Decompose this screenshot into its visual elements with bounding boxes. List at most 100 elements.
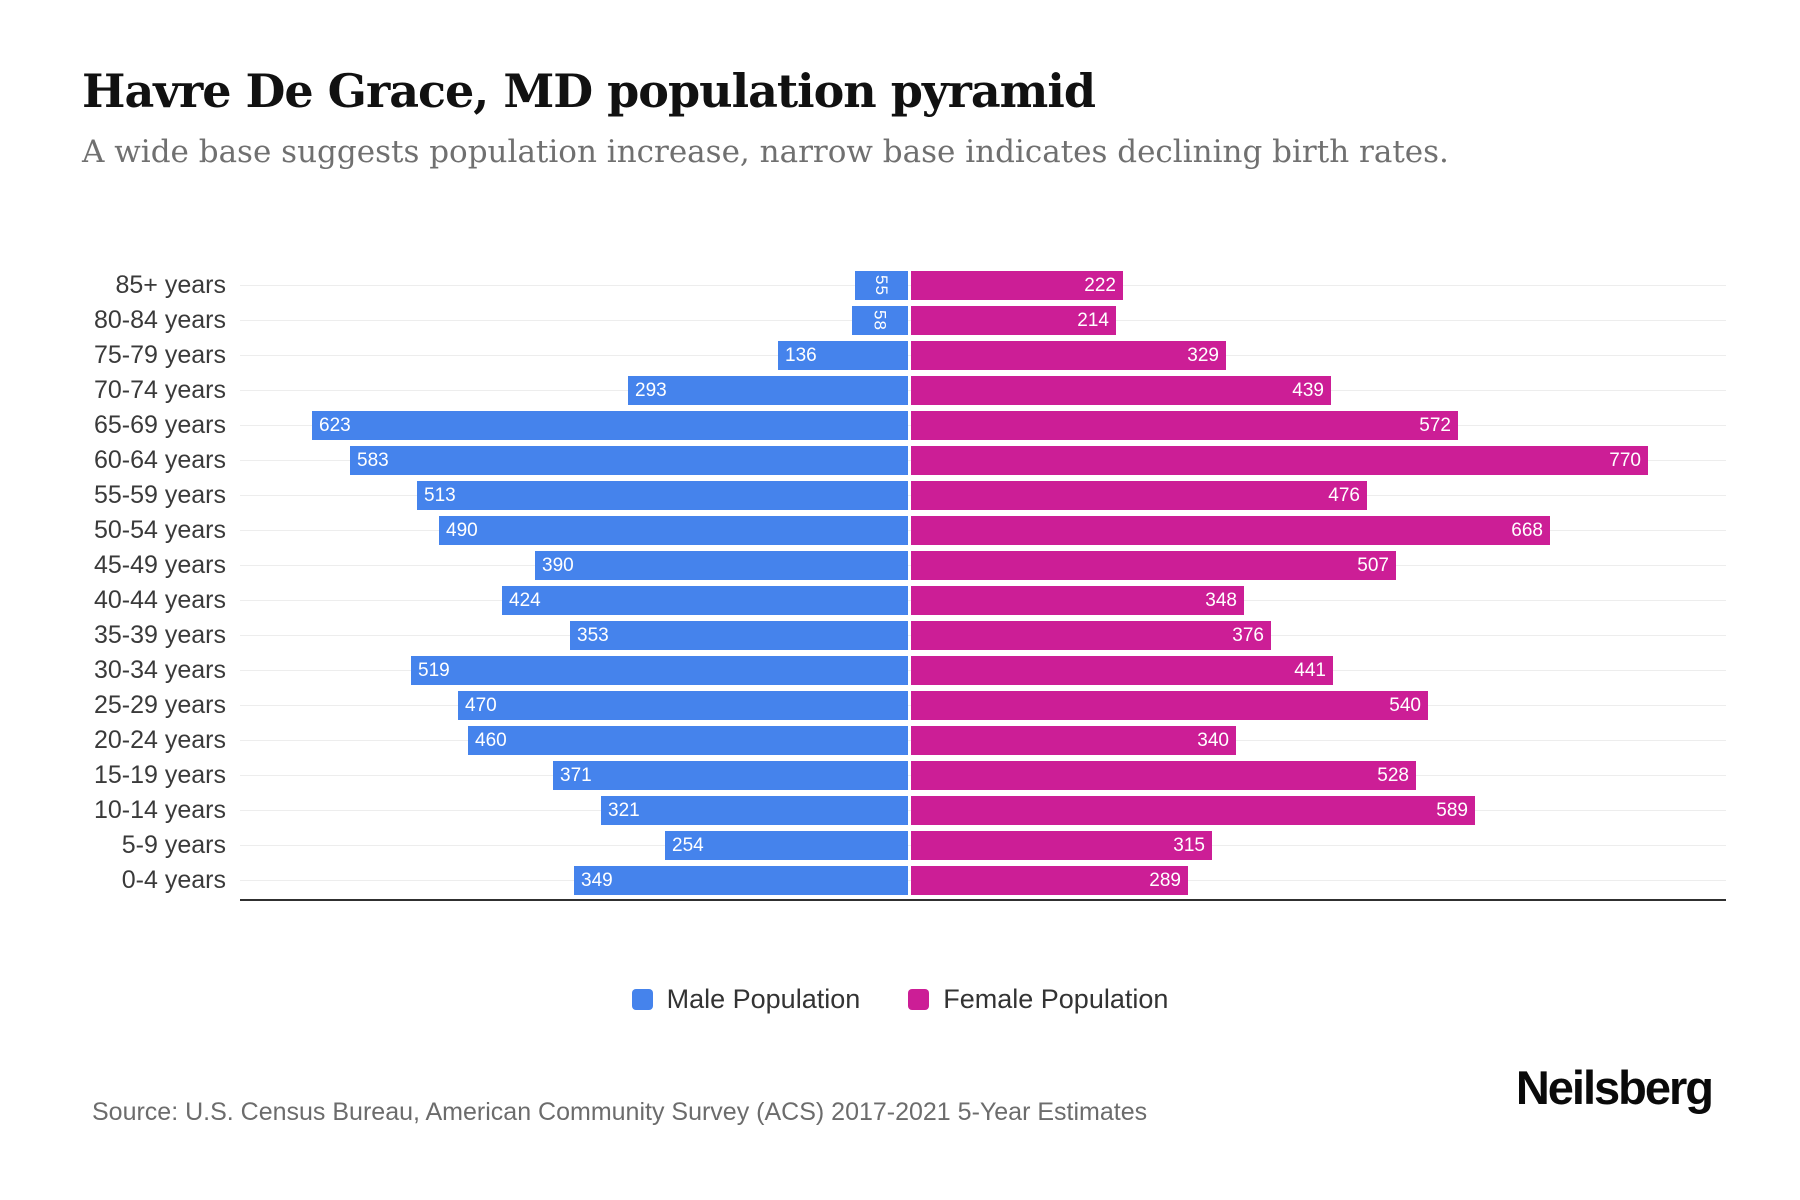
plot-area: 390 507 (240, 548, 1726, 583)
female-bar-value: 315 (1173, 835, 1205, 856)
male-bar-value: 321 (608, 800, 640, 821)
pyramid-row: 30-34 years 519 441 (0, 653, 1726, 688)
pyramid-row: 75-79 years 136 329 (0, 338, 1726, 373)
male-bar[interactable]: 490 (439, 516, 908, 545)
plot-area: 58 214 (240, 303, 1726, 338)
male-bar[interactable]: 371 (553, 761, 908, 790)
female-bar[interactable]: 540 (911, 691, 1428, 720)
male-bar-value: 293 (635, 380, 667, 401)
male-bar-value: 136 (785, 345, 817, 366)
category-label: 45-49 years (93, 551, 226, 579)
pyramid-row: 80-84 years 58 214 (0, 303, 1726, 338)
pyramid-row: 15-19 years 371 528 (0, 758, 1726, 793)
male-bar[interactable]: 460 (468, 726, 908, 755)
female-bar-value: 507 (1357, 555, 1389, 576)
female-bar-value: 476 (1328, 485, 1360, 506)
male-bar[interactable]: 623 (312, 411, 908, 440)
male-bar-value: 58 (870, 310, 890, 331)
pyramid-row: 40-44 years 424 348 (0, 583, 1726, 618)
female-bar-value: 540 (1389, 695, 1421, 716)
female-bar[interactable]: 329 (911, 341, 1226, 370)
male-bar[interactable]: 136 (778, 341, 908, 370)
female-bar[interactable]: 222 (911, 271, 1123, 300)
plot-area: 371 528 (240, 758, 1726, 793)
female-bar[interactable]: 289 (911, 866, 1188, 895)
male-bar[interactable]: 353 (570, 621, 908, 650)
female-bar-value: 289 (1149, 870, 1181, 891)
female-bar[interactable]: 476 (911, 481, 1367, 510)
female-bar[interactable]: 528 (911, 761, 1416, 790)
male-bar-value: 460 (475, 730, 507, 751)
category-label: 30-34 years (93, 656, 226, 684)
female-bar[interactable]: 214 (911, 306, 1116, 335)
female-bar[interactable]: 340 (911, 726, 1236, 755)
plot-area: 490 668 (240, 513, 1726, 548)
male-bar[interactable]: 513 (417, 481, 908, 510)
female-bar[interactable]: 589 (911, 796, 1475, 825)
male-bar[interactable]: 470 (458, 691, 908, 720)
male-bar-value: 519 (418, 660, 450, 681)
female-bar-value: 441 (1294, 660, 1326, 681)
pyramid-row: 0-4 years 349 289 (0, 863, 1726, 898)
female-bar[interactable]: 439 (911, 376, 1331, 405)
pyramid-row: 5-9 years 254 315 (0, 828, 1726, 863)
pyramid-row: 45-49 years 390 507 (0, 548, 1726, 583)
category-label: 20-24 years (93, 726, 226, 754)
pyramid-row: 10-14 years 321 589 (0, 793, 1726, 828)
male-bar[interactable]: 390 (535, 551, 908, 580)
female-bar-value: 340 (1197, 730, 1229, 751)
category-label: 55-59 years (93, 481, 226, 509)
pyramid-row: 65-69 years 623 572 (0, 408, 1726, 443)
female-bar[interactable]: 770 (911, 446, 1648, 475)
plot-area: 519 441 (240, 653, 1726, 688)
pyramid-row: 70-74 years 293 439 (0, 373, 1726, 408)
plot-area: 55 222 (240, 268, 1726, 303)
male-bar[interactable]: 349 (574, 866, 908, 895)
male-bar-value: 424 (509, 590, 541, 611)
chart-subtitle: A wide base suggests population increase… (82, 134, 1449, 170)
category-label: 85+ years (115, 271, 227, 299)
category-label: 50-54 years (93, 516, 226, 544)
male-bar[interactable]: 424 (502, 586, 908, 615)
category-label: 0-4 years (121, 866, 226, 894)
category-label: 10-14 years (93, 796, 226, 824)
female-bar[interactable]: 441 (911, 656, 1333, 685)
plot-area: 460 340 (240, 723, 1726, 758)
male-bar[interactable]: 519 (411, 656, 908, 685)
legend-item[interactable]: Female Population (908, 984, 1168, 1015)
female-bar[interactable]: 315 (911, 831, 1212, 860)
female-bar[interactable]: 376 (911, 621, 1271, 650)
legend-label: Female Population (943, 984, 1169, 1014)
plot-area: 349 289 (240, 863, 1726, 898)
male-bar-value: 623 (319, 415, 351, 436)
female-bar-value: 214 (1077, 310, 1109, 331)
female-bar[interactable]: 348 (911, 586, 1244, 615)
female-bar[interactable]: 507 (911, 551, 1396, 580)
plot-area: 513 476 (240, 478, 1726, 513)
female-bar-value: 376 (1232, 625, 1264, 646)
category-label: 60-64 years (93, 446, 226, 474)
male-bar-value: 349 (581, 870, 613, 891)
male-bar-value: 371 (560, 765, 592, 786)
female-bar[interactable]: 668 (911, 516, 1550, 545)
male-bar[interactable]: 321 (601, 796, 908, 825)
plot-area: 254 315 (240, 828, 1726, 863)
male-bar[interactable]: 583 (350, 446, 908, 475)
male-bar[interactable]: 58 (852, 306, 908, 335)
category-label: 70-74 years (93, 376, 226, 404)
male-bar[interactable]: 293 (628, 376, 908, 405)
plot-area: 424 348 (240, 583, 1726, 618)
male-bar[interactable]: 55 (855, 271, 908, 300)
category-label: 25-29 years (93, 691, 226, 719)
male-bar-value: 513 (424, 485, 456, 506)
pyramid-row: 55-59 years 513 476 (0, 478, 1726, 513)
female-bar[interactable]: 572 (911, 411, 1458, 440)
category-label: 75-79 years (93, 341, 226, 369)
chart-title: Havre De Grace, MD population pyramid (82, 64, 1096, 118)
category-label: 65-69 years (93, 411, 226, 439)
female-bar-value: 329 (1187, 345, 1219, 366)
legend-item[interactable]: Male Population (631, 984, 860, 1015)
male-bar[interactable]: 254 (665, 831, 908, 860)
pyramid-row: 85+ years 55 222 (0, 268, 1726, 303)
plot-area: 623 572 (240, 408, 1726, 443)
